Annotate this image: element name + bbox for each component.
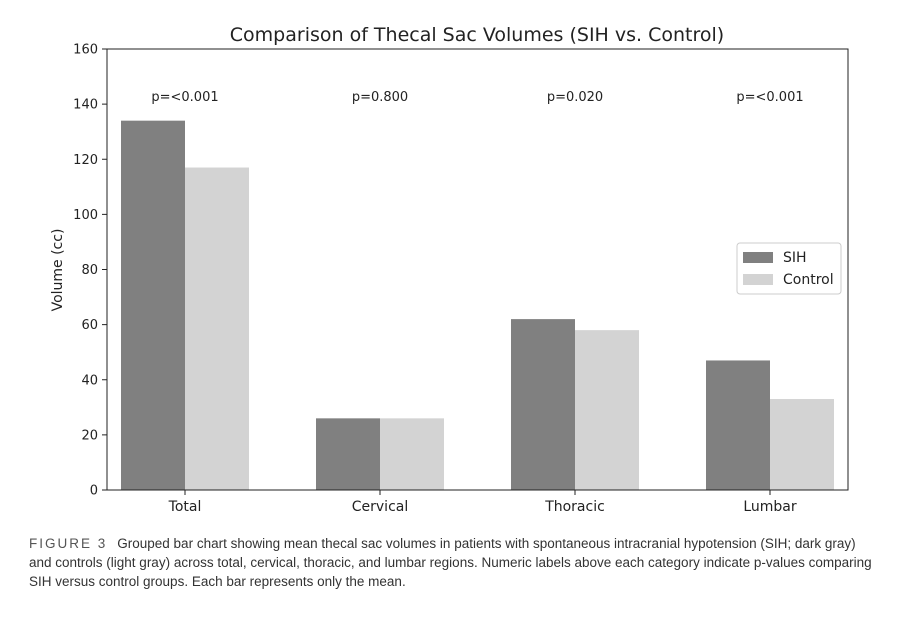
- y-tick-label: 60: [81, 318, 98, 333]
- legend: SIH Control: [736, 242, 842, 295]
- legend-swatch-sih: [743, 252, 773, 263]
- bar-control-thoracic: [575, 330, 639, 490]
- y-axis-label: Volume (cc): [50, 229, 66, 312]
- x-axis-ticks: Total Cervical Thoracic Lumbar: [168, 490, 797, 515]
- bar-control-cervical: [380, 418, 444, 490]
- bar-chart: Comparison of Thecal Sac Volumes (SIH vs…: [50, 24, 849, 515]
- y-tick-label: 140: [73, 98, 98, 113]
- y-tick-label: 120: [73, 153, 98, 168]
- legend-swatch-control: [743, 274, 773, 285]
- chart-title: Comparison of Thecal Sac Volumes (SIH vs…: [230, 24, 724, 46]
- figure-label: FIGURE 3: [29, 536, 108, 551]
- y-tick-label: 160: [73, 43, 98, 58]
- plot-area: [106, 48, 849, 491]
- bar-sih-thoracic: [511, 319, 575, 490]
- y-tick-label: 40: [81, 373, 98, 388]
- y-tick-label: 20: [81, 428, 98, 443]
- legend-label-control: Control: [783, 272, 834, 288]
- p-value-label-lumbar: p=<0.001: [736, 90, 803, 105]
- x-tick-label-lumbar: Lumbar: [743, 499, 797, 515]
- y-tick-label: 0: [90, 484, 98, 499]
- figure-caption-text: Grouped bar chart showing mean thecal sa…: [29, 536, 872, 589]
- p-value-annotations: p=<0.001 p=0.800 p=0.020 p=<0.001: [151, 90, 803, 105]
- bar-sih-total: [121, 120, 185, 490]
- bar-sih-lumbar: [706, 360, 770, 490]
- bar-sih-cervical: [316, 418, 380, 490]
- x-tick-label-cervical: Cervical: [352, 499, 409, 515]
- y-tick-label: 100: [73, 208, 98, 223]
- y-tick-label: 80: [81, 263, 98, 278]
- y-axis-ticks: 0 20 40 60 80 100 120 140 160: [73, 43, 107, 499]
- bar-control-lumbar: [770, 399, 834, 490]
- x-tick-label-thoracic: Thoracic: [544, 499, 605, 515]
- x-tick-label-total: Total: [168, 499, 202, 515]
- legend-label-sih: SIH: [783, 250, 807, 266]
- figure-caption: FIGURE 3 Grouped bar chart showing mean t…: [29, 534, 879, 591]
- bar-control-total: [185, 167, 249, 491]
- p-value-label-thoracic: p=0.020: [547, 90, 603, 105]
- p-value-label-total: p=<0.001: [151, 90, 218, 105]
- p-value-label-cervical: p=0.800: [352, 90, 408, 105]
